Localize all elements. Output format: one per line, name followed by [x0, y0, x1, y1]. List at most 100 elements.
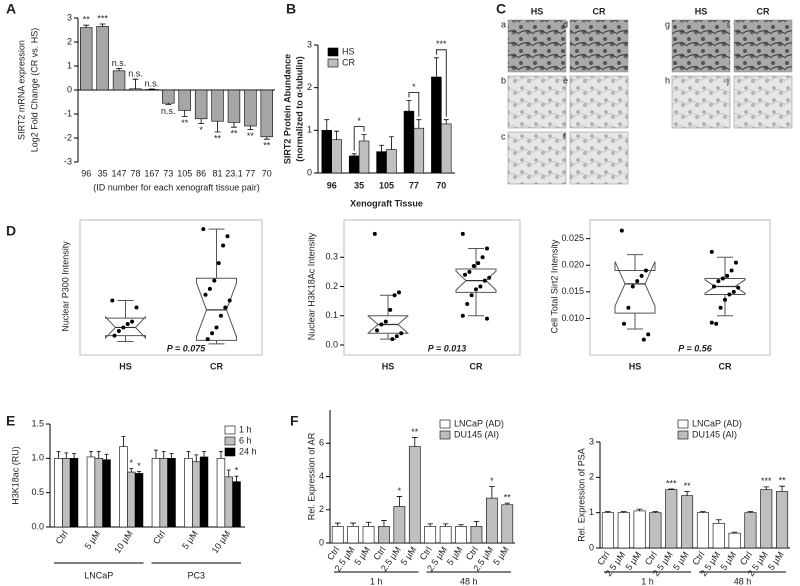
micrograph-label: f — [563, 131, 566, 141]
bar — [129, 88, 142, 91]
bar — [86, 456, 96, 528]
data-point — [130, 319, 135, 324]
error-bar — [473, 520, 480, 527]
error-bar — [83, 24, 90, 28]
whisker-low — [717, 294, 733, 317]
x-tick-label: 5 µM — [180, 529, 200, 551]
plot-frame — [79, 219, 263, 356]
error-bar — [132, 78, 139, 89]
bar — [192, 461, 201, 528]
data-point — [474, 287, 478, 292]
y-tick-label: 0 — [319, 537, 324, 547]
bar — [376, 151, 387, 174]
y-tick-label: 4 — [319, 471, 324, 481]
data-point — [110, 298, 115, 303]
bar — [178, 89, 191, 111]
significance-label: ** — [230, 129, 238, 139]
y-tick-label: 0.3 — [325, 252, 338, 262]
micrograph — [569, 131, 629, 185]
group-label: PC3 — [187, 570, 205, 580]
data-point — [390, 337, 395, 342]
error-bar — [186, 451, 191, 459]
x-tick-label: 10 µM — [112, 529, 135, 555]
data-point — [383, 319, 388, 324]
x-tick-label: 5 µM — [718, 550, 738, 572]
x-tick-label: HS — [382, 361, 395, 371]
bar — [744, 512, 757, 549]
micrograph — [507, 75, 567, 129]
data-point — [714, 321, 719, 326]
bar — [776, 491, 789, 549]
legend-swatch — [677, 430, 689, 440]
column-header: CR — [593, 6, 606, 16]
bar — [244, 89, 257, 127]
error-bar — [64, 452, 69, 459]
x-tick-label: 73 — [163, 168, 173, 178]
x-tick-label: 23.1 — [225, 168, 243, 178]
error-bar — [219, 451, 223, 459]
x-tick-label: 86 — [196, 168, 206, 178]
bar — [224, 476, 233, 528]
error-bar — [763, 486, 770, 490]
data-point — [223, 305, 228, 310]
significance-label: n.s. — [128, 69, 143, 79]
data-point — [379, 322, 384, 327]
bar — [440, 123, 452, 174]
micrograph — [671, 19, 731, 73]
x-tick-label: 10 µM — [210, 529, 233, 555]
error-bar — [668, 488, 675, 490]
x-tick-label: HS — [629, 361, 642, 371]
bar — [712, 522, 725, 549]
bar — [403, 110, 415, 174]
whisker-high — [208, 228, 225, 279]
error-bar — [388, 136, 394, 150]
x-axis-label: (ID number for each xenograft tissue pai… — [93, 182, 260, 192]
legend-swatch — [677, 419, 689, 429]
micrograph — [733, 19, 793, 73]
data-point — [465, 302, 470, 307]
bar — [159, 458, 168, 528]
y-tick-label: 0.0 — [31, 521, 44, 531]
plot-frame — [589, 219, 771, 356]
data-point — [622, 321, 626, 326]
bar — [96, 26, 109, 91]
y-tick-label: -2 — [64, 132, 72, 142]
plot-frame — [343, 219, 521, 356]
data-point — [635, 279, 640, 284]
data-point — [734, 260, 738, 265]
bar — [331, 139, 342, 174]
significance-label: * — [398, 486, 402, 496]
error-bar — [129, 468, 134, 473]
error-bar — [700, 511, 706, 513]
micrograph-label: b — [501, 75, 506, 85]
group-label: 1 h — [370, 576, 383, 586]
x-tick-label: Ctrl — [54, 529, 70, 546]
bar — [681, 495, 694, 549]
error-bar — [433, 57, 439, 77]
x-tick-label: HS — [119, 361, 132, 371]
data-point — [644, 268, 648, 273]
micrograph-label: j — [726, 75, 729, 85]
data-point — [225, 234, 230, 239]
panel-letter: B — [286, 1, 296, 17]
y-tick-label: 2 — [307, 82, 312, 92]
y-tick-label: 1 — [589, 507, 594, 517]
significance-label: *** — [436, 39, 447, 49]
data-point — [485, 246, 489, 251]
x-tick-label: CR — [719, 361, 732, 371]
significance-bracket — [435, 49, 447, 117]
significance-label: ** — [181, 118, 189, 128]
data-point — [720, 276, 725, 281]
x-tick-label: 96 — [327, 180, 337, 190]
data-point — [480, 255, 485, 260]
data-point — [727, 292, 732, 297]
bar — [393, 506, 406, 544]
y-tick-label: 1 — [307, 125, 312, 135]
bar — [167, 458, 176, 528]
panel-letter: E — [6, 413, 15, 429]
significance-bracket — [408, 92, 420, 117]
y-axis-label: Log2 Fold Change (CR vs. HS) — [29, 28, 39, 153]
p-value: P = 0.075 — [167, 343, 206, 353]
bar — [134, 473, 144, 528]
whisker-high — [380, 294, 396, 316]
